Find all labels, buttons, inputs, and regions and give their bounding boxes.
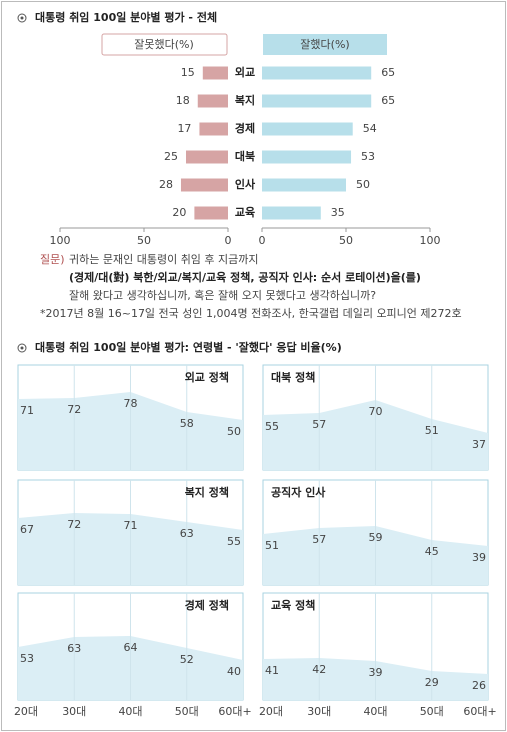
- panel-title: 공직자 인사: [271, 485, 326, 499]
- x-tick-label: 20대: [259, 705, 283, 718]
- value-label: 71: [20, 404, 34, 417]
- value-label: 63: [180, 527, 194, 540]
- value-label: 50: [356, 178, 370, 191]
- section-title: 대통령 취임 100일 분야별 평가: 연령별 - '잘했다' 응답 비율(%): [35, 340, 342, 354]
- value-label: 45: [425, 545, 439, 558]
- value-label: 51: [425, 424, 439, 437]
- value-label: 50: [227, 425, 241, 438]
- bar: [180, 178, 228, 192]
- panel-title: 대북 정책: [271, 370, 315, 384]
- question-label: 질문): [40, 253, 65, 266]
- value-label: 54: [363, 122, 377, 135]
- x-tick-label: 40대: [363, 705, 387, 718]
- x-tick-label: 60대+: [463, 705, 496, 718]
- x-tick-label: 0: [225, 234, 232, 247]
- category-label: 교육: [235, 206, 255, 219]
- bar: [262, 66, 372, 80]
- x-tick-label: 50: [137, 234, 151, 247]
- x-tick-label: 30대: [62, 705, 86, 718]
- value-label: 28: [159, 178, 173, 191]
- category-label: 인사: [235, 177, 256, 191]
- value-label: 52: [180, 653, 194, 666]
- x-tick-label: 100: [50, 234, 71, 247]
- value-label: 39: [472, 551, 486, 564]
- panel-title: 복지 정책: [185, 485, 229, 499]
- value-label: 55: [227, 535, 241, 548]
- x-tick-label: 30대: [307, 705, 331, 718]
- x-tick-label: 0: [259, 234, 266, 247]
- value-label: 17: [177, 122, 191, 135]
- legend-label: 잘못했다(%): [134, 38, 194, 51]
- value-label: 35: [331, 206, 345, 219]
- value-label: 65: [381, 94, 395, 107]
- value-label: 41: [265, 664, 279, 677]
- bar: [262, 178, 346, 192]
- category-label: 복지: [235, 93, 255, 107]
- value-label: 51: [265, 539, 279, 552]
- value-label: 63: [67, 642, 81, 655]
- value-label: 37: [472, 438, 486, 451]
- x-tick-label: 40대: [118, 705, 142, 718]
- value-label: 53: [20, 652, 34, 665]
- legend-box: [263, 34, 387, 55]
- value-label: 15: [181, 66, 195, 79]
- x-tick-label: 20대: [14, 705, 38, 718]
- value-label: 57: [312, 418, 326, 431]
- question-line: 귀하는 문재인 대통령이 취임 후 지금까지: [69, 252, 259, 266]
- value-label: 18: [176, 94, 190, 107]
- x-tick-label: 50대: [420, 705, 444, 718]
- value-label: 65: [381, 66, 395, 79]
- value-label: 58: [180, 417, 194, 430]
- value-label: 26: [472, 679, 486, 692]
- title-icon: [17, 13, 27, 23]
- panel-title: 교육 정책: [271, 598, 315, 612]
- x-tick-label: 60대+: [218, 705, 251, 718]
- panel-title: 외교 정책: [185, 370, 229, 384]
- value-label: 70: [369, 405, 383, 418]
- value-label: 29: [425, 676, 439, 689]
- value-label: 42: [312, 663, 326, 676]
- value-label: 78: [124, 397, 138, 410]
- legend-box: [101, 33, 228, 56]
- bar: [202, 66, 228, 80]
- bar: [199, 122, 228, 136]
- category-label: 대북: [235, 149, 255, 163]
- question-line: (경제/대(對) 북한/외교/복지/교육 정책, 공직자 인사: 순서 로테이션…: [69, 270, 421, 284]
- x-tick-label: 50: [339, 234, 353, 247]
- value-label: 71: [124, 519, 138, 532]
- value-label: 64: [124, 641, 138, 654]
- category-label: 경제: [235, 121, 255, 135]
- value-label: 72: [67, 518, 81, 531]
- bar: [262, 122, 353, 136]
- x-tick-label: 50대: [175, 705, 199, 718]
- bar: [186, 150, 228, 164]
- category-label: 외교: [235, 65, 255, 79]
- value-label: 40: [227, 665, 241, 678]
- question-line: 잘해 왔다고 생각하십니까, 혹은 잘해 오지 못했다고 생각하십니까?: [69, 288, 376, 302]
- value-label: 20: [172, 206, 186, 219]
- bar: [194, 206, 228, 220]
- value-label: 25: [164, 150, 178, 163]
- value-label: 39: [369, 666, 383, 679]
- footnote: *2017년 8월 16~17일 전국 성인 1,004명 전화조사, 한국갤럽…: [40, 306, 462, 320]
- section-icon: [17, 343, 27, 353]
- bar: [197, 94, 228, 108]
- value-label: 53: [361, 150, 375, 163]
- value-label: 67: [20, 523, 34, 536]
- bar: [262, 206, 321, 220]
- x-tick-label: 100: [420, 234, 441, 247]
- chart-title: 대통령 취임 100일 분야별 평가 - 전체: [35, 10, 217, 24]
- value-label: 57: [312, 533, 326, 546]
- value-label: 55: [265, 420, 279, 433]
- value-label: 59: [369, 531, 383, 544]
- value-label: 72: [67, 403, 81, 416]
- bar: [262, 94, 372, 108]
- bar: [262, 150, 352, 164]
- panel-title: 경제 정책: [185, 598, 229, 612]
- legend-label: 잘했다(%): [300, 38, 349, 51]
